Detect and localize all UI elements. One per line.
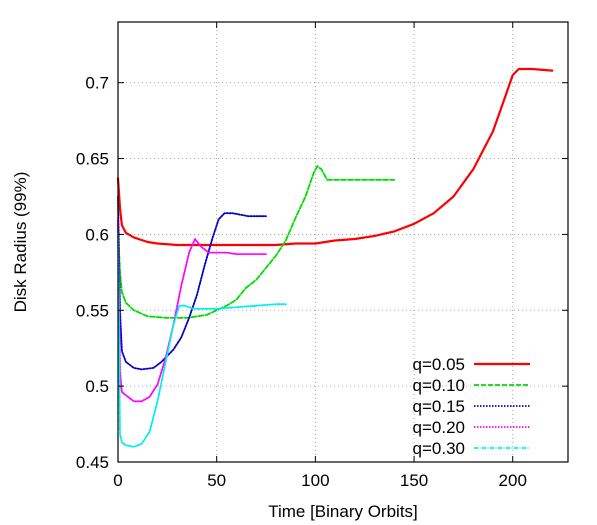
x-tick-label: 50	[207, 471, 226, 490]
legend-label: q=0.20	[413, 418, 465, 437]
legend-label: q=0.15	[413, 397, 465, 416]
x-axis: 0 50 100 150 200	[113, 22, 527, 490]
y-tick-label: 0.5	[85, 377, 109, 396]
series-group	[116, 67, 554, 448]
x-tick-label: 150	[400, 471, 428, 490]
y-tick-label: 0.6	[85, 225, 109, 244]
series-line-q-0-30	[117, 233, 287, 448]
legend: q=0.05 q=0.10 q=0.15 q=0.20 q=0.30	[413, 355, 530, 458]
series-line-q-0-10	[117, 165, 396, 319]
x-axis-label: Time [Binary Orbits]	[268, 502, 418, 521]
legend-label: q=0.30	[413, 439, 465, 458]
x-tick-label: 100	[301, 471, 329, 490]
y-tick-label: 0.55	[76, 301, 109, 320]
y-tick-label: 0.7	[85, 74, 109, 93]
legend-label: q=0.10	[413, 376, 465, 395]
series-line-q-0-05	[116, 67, 554, 247]
series-line-q-0-20	[117, 218, 267, 403]
grid	[118, 22, 568, 462]
legend-label: q=0.05	[413, 355, 465, 374]
y-tick-label: 0.45	[76, 453, 109, 472]
y-axis: 0.45 0.5 0.55 0.6 0.65 0.7	[76, 74, 568, 472]
y-axis-label: Disk Radius (99%)	[11, 172, 30, 313]
x-tick-label: 200	[499, 471, 527, 490]
y-tick-label: 0.65	[76, 150, 109, 169]
series-line-q-0-15	[117, 195, 267, 371]
plot-frame	[117, 21, 569, 463]
x-tick-label: 0	[113, 471, 122, 490]
